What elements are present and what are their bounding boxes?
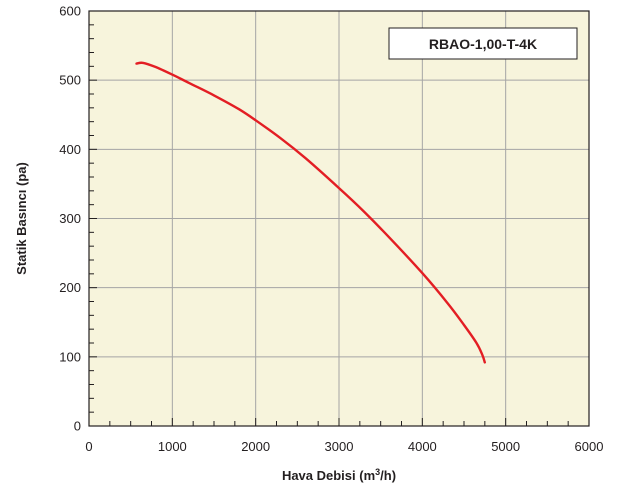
series-line [135,61,486,364]
y-tick-label: 400 [59,142,81,157]
y-tick-label: 100 [59,349,81,364]
x-tick-label: 4000 [408,439,437,454]
plot-frame [88,10,590,427]
x-tick-label: 1000 [158,439,187,454]
legend-box [388,27,578,60]
x-tick-label: 6000 [575,439,604,454]
legend-label: RBAO-1,00-T-4K [429,36,537,52]
x-tick-label: 2000 [241,439,270,454]
y-tick-label: 300 [59,211,81,226]
tick-labels: 0 1000 2000 3000 4000 5000 6000 0 100 200 300 400 50… [59,4,603,455]
x-tick-label: 3000 [325,439,354,454]
grid [89,11,589,426]
y-tick-label: 600 [59,4,81,19]
y-axis-title: Statik Basıncı (pa) [14,162,29,275]
y-tick-label: 0 [74,419,81,434]
y-tick-label: 500 [59,73,81,88]
x-tick-label: 5000 [491,439,520,454]
x-tick-label: 0 [85,439,92,454]
legend: RBAO-1,00-T-4K [388,27,578,60]
series-layer [135,61,486,364]
y-tick-label: 200 [59,280,81,295]
x-axis-title: Hava Debisi (m3/h) [282,467,396,483]
